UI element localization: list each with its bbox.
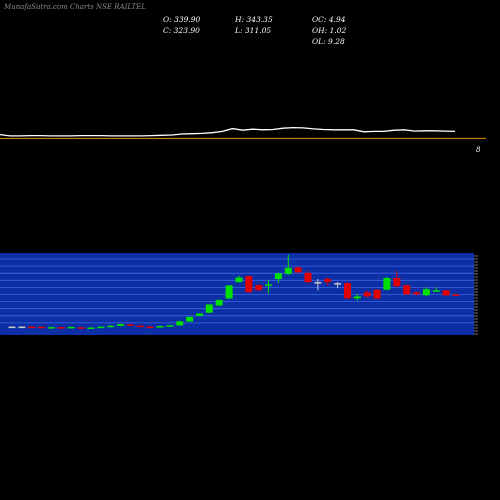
- candle-body: [136, 325, 144, 328]
- right-scale-ticks: [474, 255, 478, 335]
- candle-body: [57, 327, 65, 329]
- candle-body: [274, 273, 282, 279]
- oh-readout: OH: 1.02: [312, 26, 347, 35]
- candle-body: [97, 326, 105, 329]
- candle-body: [166, 325, 174, 327]
- high-readout: H: 343.35: [234, 15, 273, 24]
- price-line: [0, 126, 456, 137]
- candle-body: [156, 326, 164, 328]
- candle-body: [126, 324, 134, 326]
- ohlc-readout: O: 339.90 H: 343.35 OC: 4.94 C: 323.90 L…: [163, 15, 347, 46]
- candle-body: [255, 285, 263, 291]
- candle-body: [413, 292, 420, 295]
- candles: [8, 254, 460, 329]
- candle-body: [442, 290, 450, 296]
- candle-body: [48, 327, 55, 329]
- candle-body: [314, 282, 322, 284]
- candle-body: [176, 321, 184, 326]
- candle-body: [8, 326, 16, 329]
- close-readout: C: 323.90: [163, 26, 200, 35]
- candle-body: [334, 283, 342, 285]
- chart-title: MunafaSutra.com: [3, 3, 68, 11]
- open-readout: O: 339.90: [163, 15, 201, 24]
- candle-body: [304, 272, 312, 283]
- candle-body: [422, 289, 430, 296]
- candle-body: [196, 313, 203, 316]
- candle-body: [344, 283, 351, 299]
- candle-body: [373, 289, 381, 299]
- chart-subtitle: Charts NSE RAILTEL: [70, 3, 146, 11]
- ol-readout: OL: 9.28: [312, 37, 345, 46]
- candle-body: [77, 327, 85, 329]
- candle-body: [403, 285, 411, 295]
- candle-body: [353, 296, 361, 299]
- candle-body: [393, 278, 401, 287]
- candle-body: [205, 304, 213, 313]
- candle-body: [67, 326, 75, 329]
- chart-watermark: MunafaSutra.com Charts NSE RAILTEL: [3, 3, 146, 11]
- candle-body: [383, 278, 391, 290]
- candle-body: [18, 326, 26, 329]
- price-line-series: [0, 126, 456, 137]
- candle-body: [146, 326, 154, 329]
- candle-body: [265, 284, 272, 286]
- candle-body: [284, 267, 292, 274]
- candle-panel: [0, 253, 474, 335]
- candle-body: [186, 316, 194, 322]
- candle-panel-grid: [0, 258, 474, 324]
- candle-body: [294, 267, 302, 273]
- candle-body: [432, 290, 440, 292]
- candle-body: [452, 294, 460, 296]
- candle-body: [235, 277, 243, 283]
- oc-readout: OC: 4.94: [312, 15, 346, 24]
- price-level-marker: 8: [476, 146, 481, 154]
- candle-body: [215, 299, 223, 306]
- candle-body: [107, 325, 115, 328]
- candle-body: [87, 327, 95, 329]
- candle-body: [245, 276, 253, 293]
- candle-body: [324, 279, 332, 283]
- candle-body: [225, 285, 233, 299]
- candle-body: [38, 326, 46, 329]
- candle-body: [28, 326, 36, 329]
- candle-body: [363, 292, 371, 297]
- low-readout: L: 311.05: [234, 26, 271, 35]
- candle-body: [117, 324, 124, 326]
